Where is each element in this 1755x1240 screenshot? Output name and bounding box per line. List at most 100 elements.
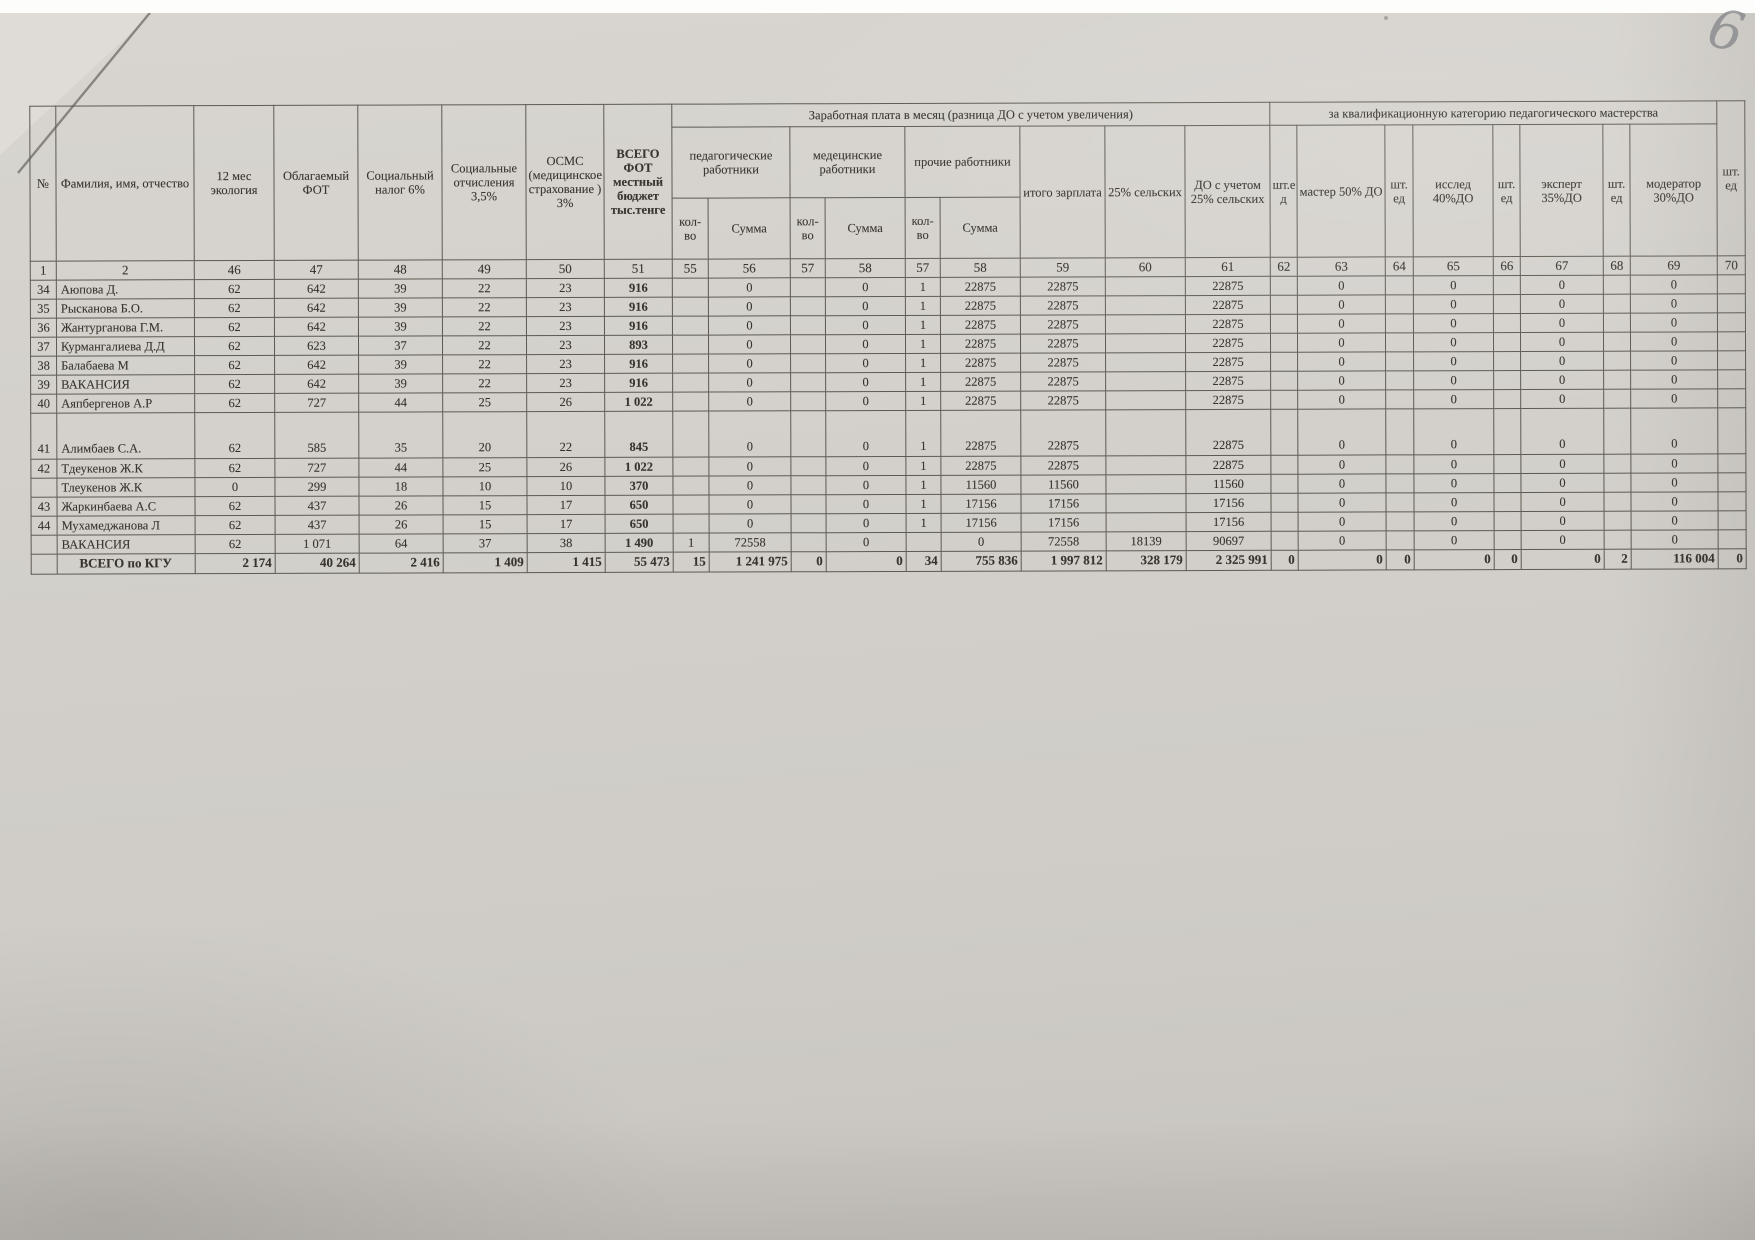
table-cell: 1 <box>905 296 941 316</box>
table-cell: 17156 <box>1020 493 1107 514</box>
table-cell: 0 <box>1297 454 1386 475</box>
table-cell: 26 <box>359 514 444 535</box>
table-cell: 0 <box>1520 408 1604 455</box>
table-cell: 22875 <box>940 315 1021 335</box>
total-cell: 55 473 <box>605 552 674 573</box>
table-cell: 62 <box>194 336 275 356</box>
table-cell <box>790 372 826 392</box>
table-cell: 0 <box>1297 294 1386 315</box>
table-cell: 0 <box>1520 351 1604 371</box>
table-cell <box>1105 474 1186 494</box>
table-cell: 25 <box>442 392 527 412</box>
row-number-cell: 42 <box>30 459 57 479</box>
column-number: 48 <box>358 259 443 280</box>
table-cell: 72558 <box>1021 531 1107 552</box>
column-number: 46 <box>194 260 275 280</box>
table-cell: 1 490 <box>605 533 674 553</box>
table-cell: 0 <box>194 477 275 497</box>
table-cell <box>1385 473 1415 493</box>
table-cell: 22875 <box>1020 295 1106 316</box>
table-cell: 39 <box>358 297 443 318</box>
row-number-cell: 38 <box>30 356 57 376</box>
table-cell <box>1105 333 1186 353</box>
table-cell: 22875 <box>1185 276 1271 296</box>
banner-qualification: за квалификационную категорию педагогиче… <box>1269 100 1717 126</box>
table-cell: 22 <box>442 316 527 336</box>
table-cell <box>1604 492 1632 512</box>
col-header-ecology: 12 мес экология <box>193 105 275 261</box>
table-cell: 10 <box>442 476 527 496</box>
table-cell: 62 <box>194 458 275 478</box>
table-cell: 25 <box>442 457 527 477</box>
table-cell: 0 <box>708 456 791 477</box>
table-cell <box>1717 350 1746 370</box>
table-cell: 22875 <box>940 334 1021 354</box>
col-header-sum-other: Сумма <box>940 197 1021 259</box>
table-cell: 0 <box>1521 511 1605 531</box>
table-cell <box>790 494 827 514</box>
table-cell: 22875 <box>940 410 1021 457</box>
table-cell: 0 <box>1413 332 1494 352</box>
table-cell: 1 071 <box>275 534 360 554</box>
column-number: 2 <box>56 260 195 281</box>
table-cell <box>1603 275 1631 295</box>
table-cell <box>790 277 826 297</box>
table-cell <box>1270 390 1298 410</box>
table-cell: 39 <box>358 373 443 394</box>
employee-name-cell: Алимбаев С.А. <box>56 412 195 460</box>
table-cell: 17 <box>527 514 606 534</box>
table-cell: 22875 <box>1185 314 1271 334</box>
table-cell <box>672 297 709 317</box>
table-cell: 35 <box>358 411 443 459</box>
table-cell: 0 <box>1413 313 1494 333</box>
table-cell <box>1717 293 1746 313</box>
table-cell: 0 <box>825 372 906 392</box>
table-cell <box>672 476 709 496</box>
table-cell: 0 <box>1630 274 1718 295</box>
table-cell: 11560 <box>1185 474 1272 494</box>
table-cell: 22875 <box>1020 276 1106 297</box>
table-cell: 0 <box>825 315 906 335</box>
table-cell <box>1493 473 1522 493</box>
table-cell <box>1604 530 1632 550</box>
col-header-osms: ОСМС (медицинское страхование ) 3% <box>525 104 605 260</box>
col-header-itogo: итого зарплата <box>1019 125 1106 259</box>
table-cell: 22875 <box>1020 455 1106 476</box>
table-cell: 62 <box>194 355 275 375</box>
table-cell <box>1604 511 1632 531</box>
table-cell: 22875 <box>1020 409 1106 457</box>
table-cell: 37 <box>358 335 443 356</box>
col-header-taxable: Облагаемый ФОТ <box>273 105 359 261</box>
table-cell: 0 <box>708 475 791 496</box>
table-cell: 0 <box>708 494 792 515</box>
table-cell <box>1270 455 1298 475</box>
table-cell: 22875 <box>940 277 1021 297</box>
column-number: 47 <box>274 260 359 280</box>
table-cell: 0 <box>1520 389 1604 409</box>
table-cell <box>790 391 826 411</box>
table-cell <box>672 354 709 374</box>
col-header-unit-68: шт. ед <box>1602 124 1631 257</box>
total-cell: 0 <box>826 551 907 572</box>
table-cell: 0 <box>1630 388 1718 409</box>
total-cell: 116 004 <box>1631 548 1719 570</box>
table-cell <box>1603 408 1631 455</box>
table-cell: 90697 <box>1186 531 1272 551</box>
table-cell: 22875 <box>1020 390 1106 411</box>
column-number: 56 <box>708 258 791 279</box>
table-cell: 11560 <box>940 475 1021 495</box>
col-header-expert: эксперт 35%ДО <box>1519 124 1604 257</box>
table-cell: 39 <box>358 316 443 337</box>
payroll-table: № Фамилия, имя, отчество 12 мес экология… <box>29 100 1747 575</box>
table-cell: 0 <box>1630 453 1719 474</box>
table-cell: 17156 <box>1186 512 1272 532</box>
table-cell: 22875 <box>1020 314 1106 335</box>
table-cell: 0 <box>1297 370 1386 391</box>
table-cell: 62 <box>195 515 276 535</box>
table-cell <box>1386 511 1415 531</box>
row-number-cell: 36 <box>30 318 57 338</box>
ink-speck <box>1384 16 1388 20</box>
table-cell <box>1105 371 1186 391</box>
table-cell <box>1385 454 1414 474</box>
table-cell: 22 <box>442 354 527 374</box>
